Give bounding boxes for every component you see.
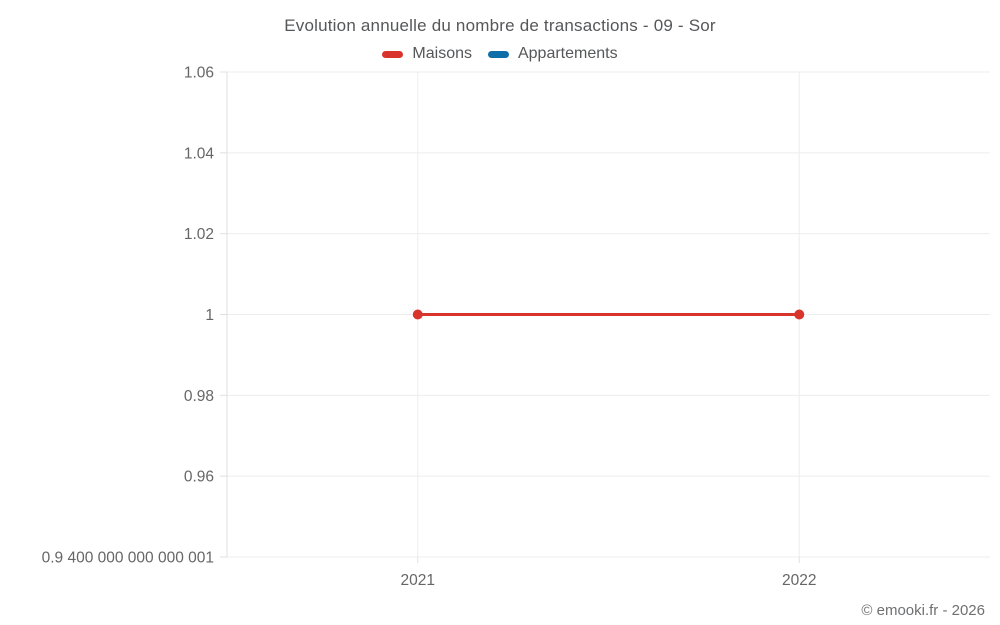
legend-label: Appartements <box>517 45 618 62</box>
y-tick-label: 1 <box>205 307 214 324</box>
legend-item-appartements[interactable]: Appartements <box>487 45 618 63</box>
data-point-maisons[interactable] <box>412 309 423 320</box>
y-tick-label: 0.9 400 000 000 000 001 <box>42 550 214 567</box>
y-tick-label: 1.02 <box>184 226 214 243</box>
legend-label: Maisons <box>412 45 472 62</box>
y-tick-label: 1.06 <box>184 65 214 82</box>
copyright: © emooki.fr - 2026 <box>861 602 985 619</box>
x-tick-label: 2022 <box>782 572 816 589</box>
y-tick-label: 0.96 <box>184 469 214 486</box>
y-tick-label: 0.98 <box>184 388 214 405</box>
legend-item-maisons[interactable]: Maisons <box>382 45 472 63</box>
y-tick-label: 1.04 <box>184 145 215 162</box>
legend-swatch-icon <box>487 50 509 58</box>
legend-swatch-icon <box>382 50 404 58</box>
chart-legend: Maisons Appartements <box>0 45 1000 63</box>
chart-title: Evolution annuelle du nombre de transact… <box>284 16 716 35</box>
x-tick-label: 2021 <box>401 572 435 589</box>
data-point-maisons[interactable] <box>794 309 805 320</box>
